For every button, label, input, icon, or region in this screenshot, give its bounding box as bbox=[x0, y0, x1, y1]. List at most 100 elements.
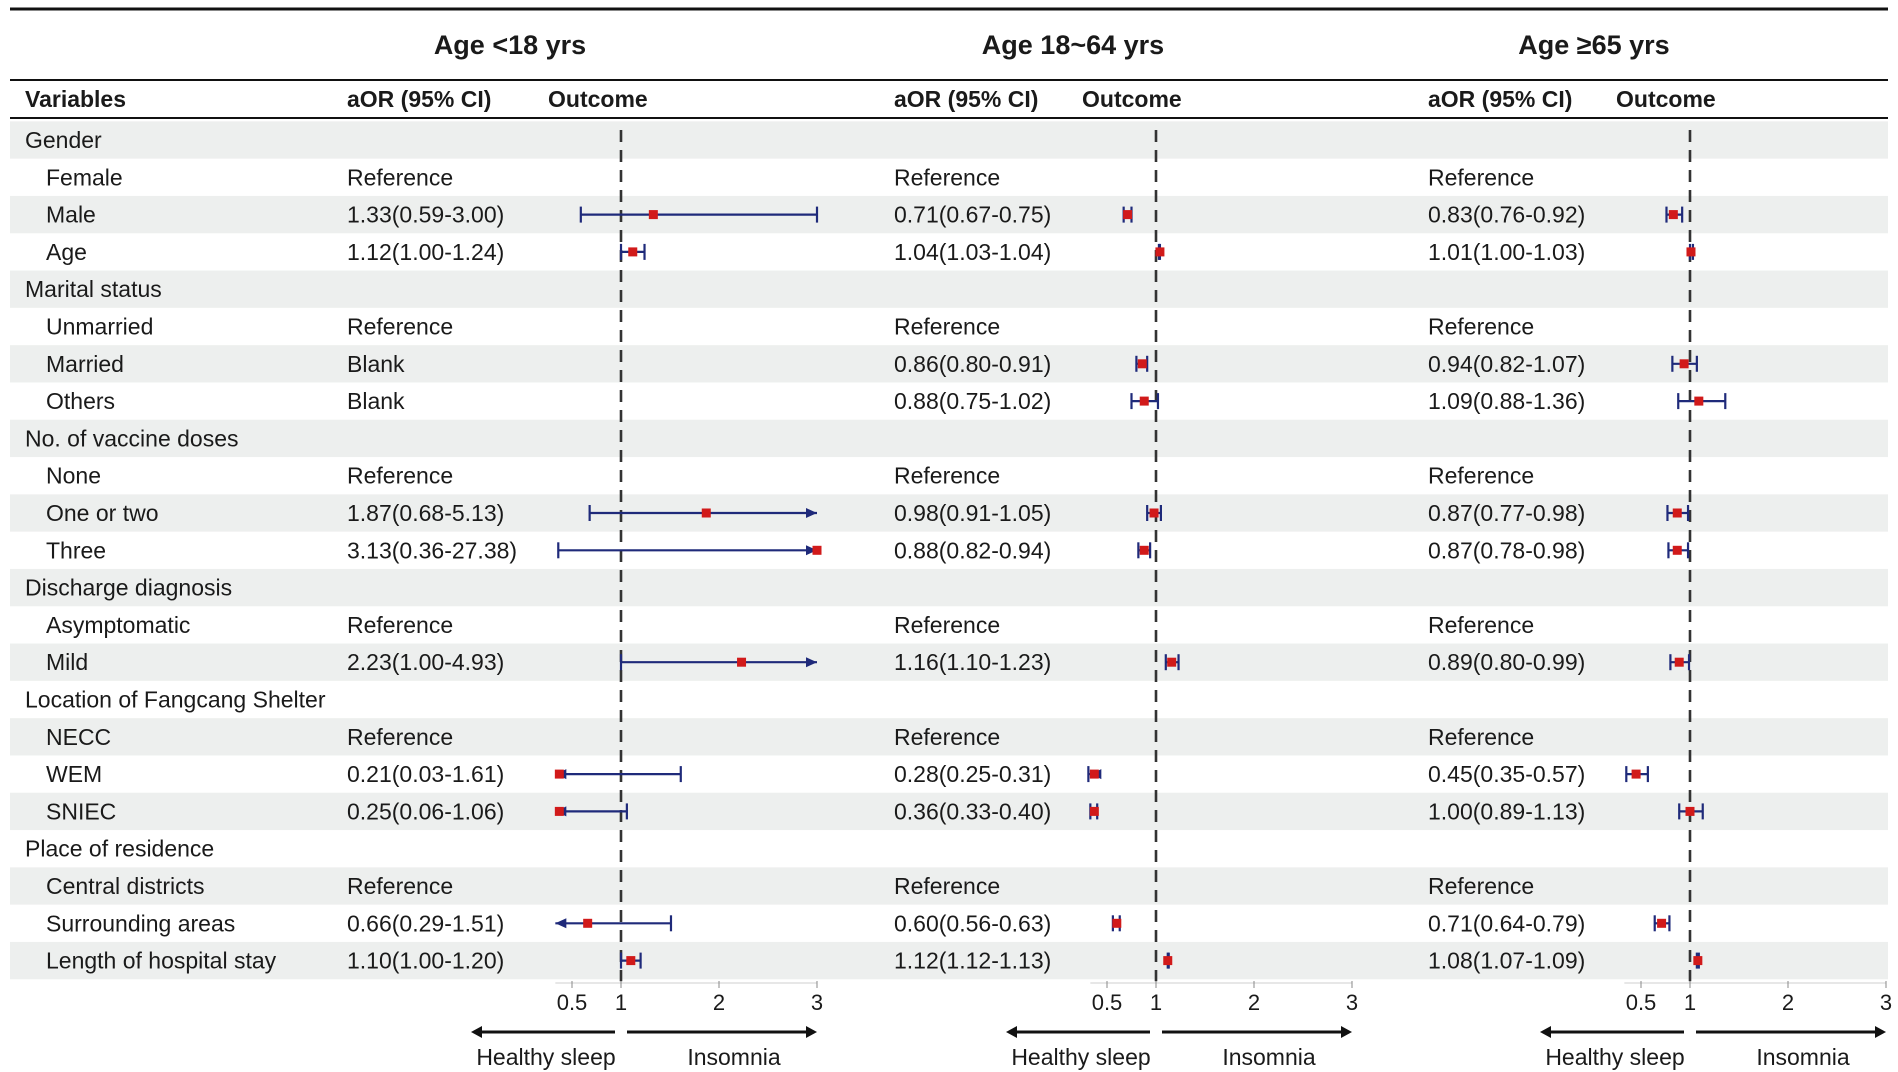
row-bands bbox=[10, 121, 1888, 980]
variable-label-others: Others bbox=[46, 388, 115, 414]
ci-mark-length-of-hospital-stay bbox=[619, 952, 642, 969]
insomnia-label: Insomnia bbox=[1222, 1044, 1316, 1070]
aor-value: 0.60(0.56-0.63) bbox=[894, 910, 1051, 936]
x-tick-label: 2 bbox=[1782, 990, 1794, 1015]
aor-value: 2.23(1.00-4.93) bbox=[347, 649, 504, 675]
aor-value: 1.08(1.07-1.09) bbox=[1428, 948, 1585, 974]
aor-value: 0.94(0.82-1.07) bbox=[1428, 351, 1585, 377]
table-header: Variables bbox=[25, 86, 126, 112]
aor-value: Reference bbox=[894, 724, 1000, 750]
ci-mark-age bbox=[1686, 243, 1696, 260]
point-estimate bbox=[1137, 359, 1147, 369]
aor-value: 1.12(1.00-1.24) bbox=[347, 239, 504, 265]
aor-value: 1.09(0.88-1.36) bbox=[1428, 388, 1585, 414]
variable-label-wem: WEM bbox=[46, 761, 102, 787]
aor-value: Reference bbox=[347, 724, 453, 750]
ci-mark-surrounding-areas bbox=[555, 915, 673, 932]
insomnia-arrowhead bbox=[806, 1026, 817, 1038]
healthy-sleep-arrowhead bbox=[471, 1026, 482, 1038]
aor-header: aOR (95% CI) bbox=[894, 86, 1038, 112]
x-tick-label: 3 bbox=[811, 990, 823, 1015]
ci-mark-wem bbox=[1087, 766, 1102, 783]
ci-mark-male bbox=[579, 206, 819, 223]
aor-value: Reference bbox=[347, 164, 453, 190]
variable-label-female: Female bbox=[46, 164, 123, 190]
point-estimate bbox=[1657, 918, 1667, 928]
insomnia-label: Insomnia bbox=[687, 1044, 781, 1070]
point-estimate bbox=[1112, 918, 1122, 928]
aor-value: 0.45(0.35-0.57) bbox=[1428, 761, 1585, 787]
ci-mark-one-or-two bbox=[1146, 505, 1163, 521]
row-band bbox=[10, 419, 1888, 458]
aor-value: 0.87(0.78-0.98) bbox=[1428, 537, 1585, 563]
healthy-sleep-label: Healthy sleep bbox=[1545, 1044, 1684, 1070]
row-band bbox=[10, 121, 1888, 159]
row-band bbox=[10, 568, 1888, 607]
aor-value: 0.89(0.80-0.99) bbox=[1428, 649, 1585, 675]
ci-mark-others bbox=[1677, 393, 1727, 410]
x-tick-label: 1 bbox=[1684, 990, 1696, 1015]
aor-value: 0.71(0.64-0.79) bbox=[1428, 910, 1585, 936]
point-estimate bbox=[1679, 359, 1689, 369]
variables-header: Variables bbox=[25, 86, 126, 112]
aor-value: Reference bbox=[1428, 873, 1534, 899]
point-estimate bbox=[1686, 247, 1696, 257]
insomnia-arrowhead bbox=[1341, 1026, 1352, 1038]
point-estimate bbox=[626, 956, 636, 966]
variable-label-length-of-hospital-stay: Length of hospital stay bbox=[46, 948, 277, 974]
aor-value: Reference bbox=[894, 612, 1000, 638]
aor-value: 0.83(0.76-0.92) bbox=[1428, 202, 1585, 228]
ci-mark-length-of-hospital-stay bbox=[1163, 952, 1173, 969]
aor-value: 1.12(1.12-1.13) bbox=[894, 948, 1051, 974]
variable-label-none: None bbox=[46, 463, 101, 489]
variable-label-central-districts: Central districts bbox=[46, 873, 204, 899]
aor-value: 1.33(0.59-3.00) bbox=[347, 202, 504, 228]
ci-mark-three bbox=[1137, 542, 1152, 559]
point-estimate bbox=[1163, 956, 1173, 966]
healthy-sleep-arrowhead bbox=[1006, 1026, 1017, 1038]
ci-mark-others bbox=[1130, 393, 1160, 410]
x-tick-label: 3 bbox=[1880, 990, 1892, 1015]
ci-mark-surrounding-areas bbox=[1111, 915, 1122, 932]
ci-mark-length-of-hospital-stay bbox=[1693, 952, 1703, 969]
variable-label-unmarried: Unmarried bbox=[46, 314, 153, 340]
aor-value: 0.71(0.67-0.75) bbox=[894, 202, 1051, 228]
row-band bbox=[10, 270, 1888, 308]
aor-value: 0.88(0.82-0.94) bbox=[894, 537, 1051, 563]
point-estimate bbox=[1089, 769, 1099, 779]
point-estimate bbox=[1674, 657, 1684, 667]
outcome-header: Outcome bbox=[548, 86, 648, 112]
point-estimate bbox=[1167, 657, 1177, 667]
variable-label-surrounding-areas: Surrounding areas bbox=[46, 910, 235, 936]
table-rules bbox=[10, 7, 1888, 119]
outcome-header: Outcome bbox=[1082, 86, 1182, 112]
aor-value: Reference bbox=[894, 164, 1000, 190]
point-estimate bbox=[1139, 545, 1149, 555]
ci-mark-one-or-two bbox=[588, 505, 817, 521]
variable-label-age: Age bbox=[46, 239, 87, 265]
aor-value: 0.25(0.06-1.06) bbox=[347, 798, 504, 824]
ci-mark-mild bbox=[619, 654, 817, 671]
ci-mark-male bbox=[1122, 206, 1133, 223]
ci-mark-sniec bbox=[1089, 803, 1099, 820]
x-tick-label: 0.5 bbox=[557, 990, 588, 1015]
row-band bbox=[10, 718, 1888, 756]
aor-value: Reference bbox=[347, 463, 453, 489]
aor-header: aOR (95% CI) bbox=[347, 86, 491, 112]
aor-value: 1.87(0.68-5.13) bbox=[347, 500, 504, 526]
point-estimate bbox=[554, 769, 564, 779]
ci-mark-surrounding-areas bbox=[1653, 915, 1671, 932]
aor-value: 0.66(0.29-1.51) bbox=[347, 910, 504, 936]
aor-value: 0.36(0.33-0.40) bbox=[894, 798, 1051, 824]
x-tick-label: 0.5 bbox=[1626, 990, 1657, 1015]
point-estimate bbox=[812, 545, 822, 555]
x-tick-label: 2 bbox=[713, 990, 725, 1015]
x-tick-label: 1 bbox=[1150, 990, 1162, 1015]
group-label-location-of-fangcang-shelter: Location of Fangcang Shelter bbox=[25, 687, 326, 713]
group-label-marital-status: Marital status bbox=[25, 276, 162, 302]
aor-value: 0.28(0.25-0.31) bbox=[894, 761, 1051, 787]
panel-age-18-64-yrs: Age 18~64 yrs aOR (95% CI) Outcome Referenc… bbox=[894, 30, 1358, 1070]
aor-value: 3.13(0.36-27.38) bbox=[347, 537, 517, 563]
panel-title: Age ≥65 yrs bbox=[1518, 30, 1669, 60]
panel-title: Age <18 yrs bbox=[434, 30, 586, 60]
